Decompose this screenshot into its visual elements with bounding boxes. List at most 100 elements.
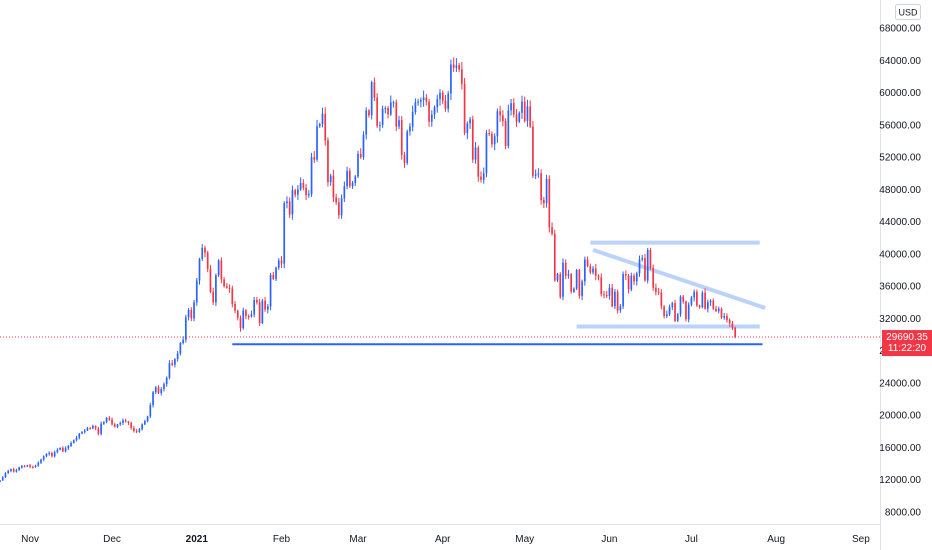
candle bbox=[553, 229, 556, 282]
candle-body bbox=[242, 310, 245, 329]
x-tick-label: Apr bbox=[435, 534, 451, 545]
y-tick-label: 68000.00 bbox=[879, 24, 921, 35]
candle bbox=[523, 96, 526, 123]
candle bbox=[234, 301, 236, 314]
candle-body bbox=[726, 316, 728, 321]
candle bbox=[130, 421, 133, 430]
candle-body bbox=[644, 257, 646, 281]
candle bbox=[7, 469, 10, 474]
candle bbox=[40, 458, 42, 464]
candle-body bbox=[195, 280, 198, 303]
candle-body bbox=[556, 274, 559, 281]
candle bbox=[455, 58, 458, 72]
candle bbox=[165, 376, 168, 387]
candle-body bbox=[717, 308, 720, 312]
candle-body bbox=[603, 294, 605, 296]
candle bbox=[368, 108, 370, 118]
candle-body bbox=[29, 465, 31, 467]
candle bbox=[482, 167, 485, 184]
candle bbox=[510, 98, 512, 116]
candle-body bbox=[100, 423, 102, 434]
candle bbox=[228, 284, 231, 293]
last-price-tag: 29690.35 11:22:20 bbox=[882, 330, 932, 357]
x-tick-label: Nov bbox=[21, 534, 39, 545]
candle-body bbox=[450, 64, 452, 94]
candle bbox=[86, 426, 89, 431]
y-tick-label: 64000.00 bbox=[879, 56, 921, 67]
candle bbox=[529, 100, 532, 129]
candle bbox=[15, 468, 18, 473]
candle bbox=[562, 258, 564, 301]
candle bbox=[685, 300, 687, 322]
candle bbox=[704, 288, 706, 310]
candle bbox=[220, 257, 223, 284]
candle-body bbox=[220, 260, 223, 280]
candle-body bbox=[420, 99, 422, 102]
candle-body bbox=[521, 101, 523, 113]
candle-body bbox=[398, 120, 400, 127]
candle-body bbox=[253, 299, 256, 315]
candle bbox=[247, 314, 250, 320]
candle-body bbox=[130, 422, 133, 429]
candle-body bbox=[734, 328, 737, 338]
currency-label: USD bbox=[898, 8, 918, 18]
candle bbox=[338, 197, 340, 219]
candle-body bbox=[286, 201, 288, 204]
candle bbox=[715, 305, 717, 312]
candle-body bbox=[709, 300, 712, 303]
candle bbox=[212, 287, 215, 306]
candle-body bbox=[302, 182, 305, 188]
candle-body bbox=[94, 426, 97, 429]
candle bbox=[463, 78, 466, 136]
candle-body bbox=[179, 343, 182, 354]
candle bbox=[294, 188, 297, 198]
candle bbox=[357, 150, 359, 179]
candle bbox=[619, 303, 622, 313]
candle-body bbox=[297, 189, 299, 195]
candle-body bbox=[537, 173, 540, 175]
candle-body bbox=[477, 147, 480, 177]
candle-body bbox=[504, 120, 507, 146]
candle-body bbox=[687, 304, 690, 320]
candle bbox=[668, 304, 671, 317]
candle bbox=[190, 307, 193, 322]
currency-badge[interactable]: USD bbox=[895, 4, 921, 20]
candle-body bbox=[624, 274, 627, 276]
candle bbox=[567, 269, 570, 279]
candle-body bbox=[362, 134, 365, 158]
candle bbox=[480, 171, 482, 183]
candle bbox=[545, 174, 548, 208]
candle-body bbox=[266, 306, 269, 310]
candle bbox=[526, 99, 529, 127]
candle-body bbox=[48, 453, 51, 455]
candle bbox=[518, 111, 521, 124]
candle bbox=[515, 109, 518, 127]
candle bbox=[507, 104, 510, 149]
candle bbox=[343, 181, 346, 203]
candle-body bbox=[143, 421, 146, 425]
candle-body bbox=[10, 469, 12, 471]
candle-body bbox=[324, 113, 327, 141]
time-axis[interactable]: Nov Dec 2021 Feb Mar Apr May Jun Jul Aug Sep bbox=[21, 534, 870, 545]
candle-body bbox=[198, 258, 201, 281]
descending-trendline[interactable] bbox=[592, 248, 766, 310]
candle bbox=[728, 318, 731, 327]
candle bbox=[414, 98, 417, 115]
candle-body bbox=[493, 136, 496, 145]
candle-body bbox=[264, 300, 266, 310]
candle-body bbox=[515, 114, 518, 122]
candle-body bbox=[701, 292, 704, 308]
candle-body bbox=[704, 292, 706, 309]
candle-body bbox=[23, 465, 26, 467]
candle-body bbox=[135, 430, 138, 432]
candle bbox=[687, 302, 690, 323]
candle-body bbox=[499, 111, 501, 116]
last-price-box bbox=[882, 330, 932, 357]
candle bbox=[256, 296, 258, 305]
candle bbox=[425, 94, 428, 106]
candle bbox=[26, 464, 29, 468]
candle bbox=[348, 168, 351, 188]
candle-body bbox=[168, 363, 171, 378]
candle-body bbox=[425, 97, 428, 102]
price-axis[interactable]: 8000.0012000.0016000.0020000.0024000.002… bbox=[879, 24, 921, 519]
